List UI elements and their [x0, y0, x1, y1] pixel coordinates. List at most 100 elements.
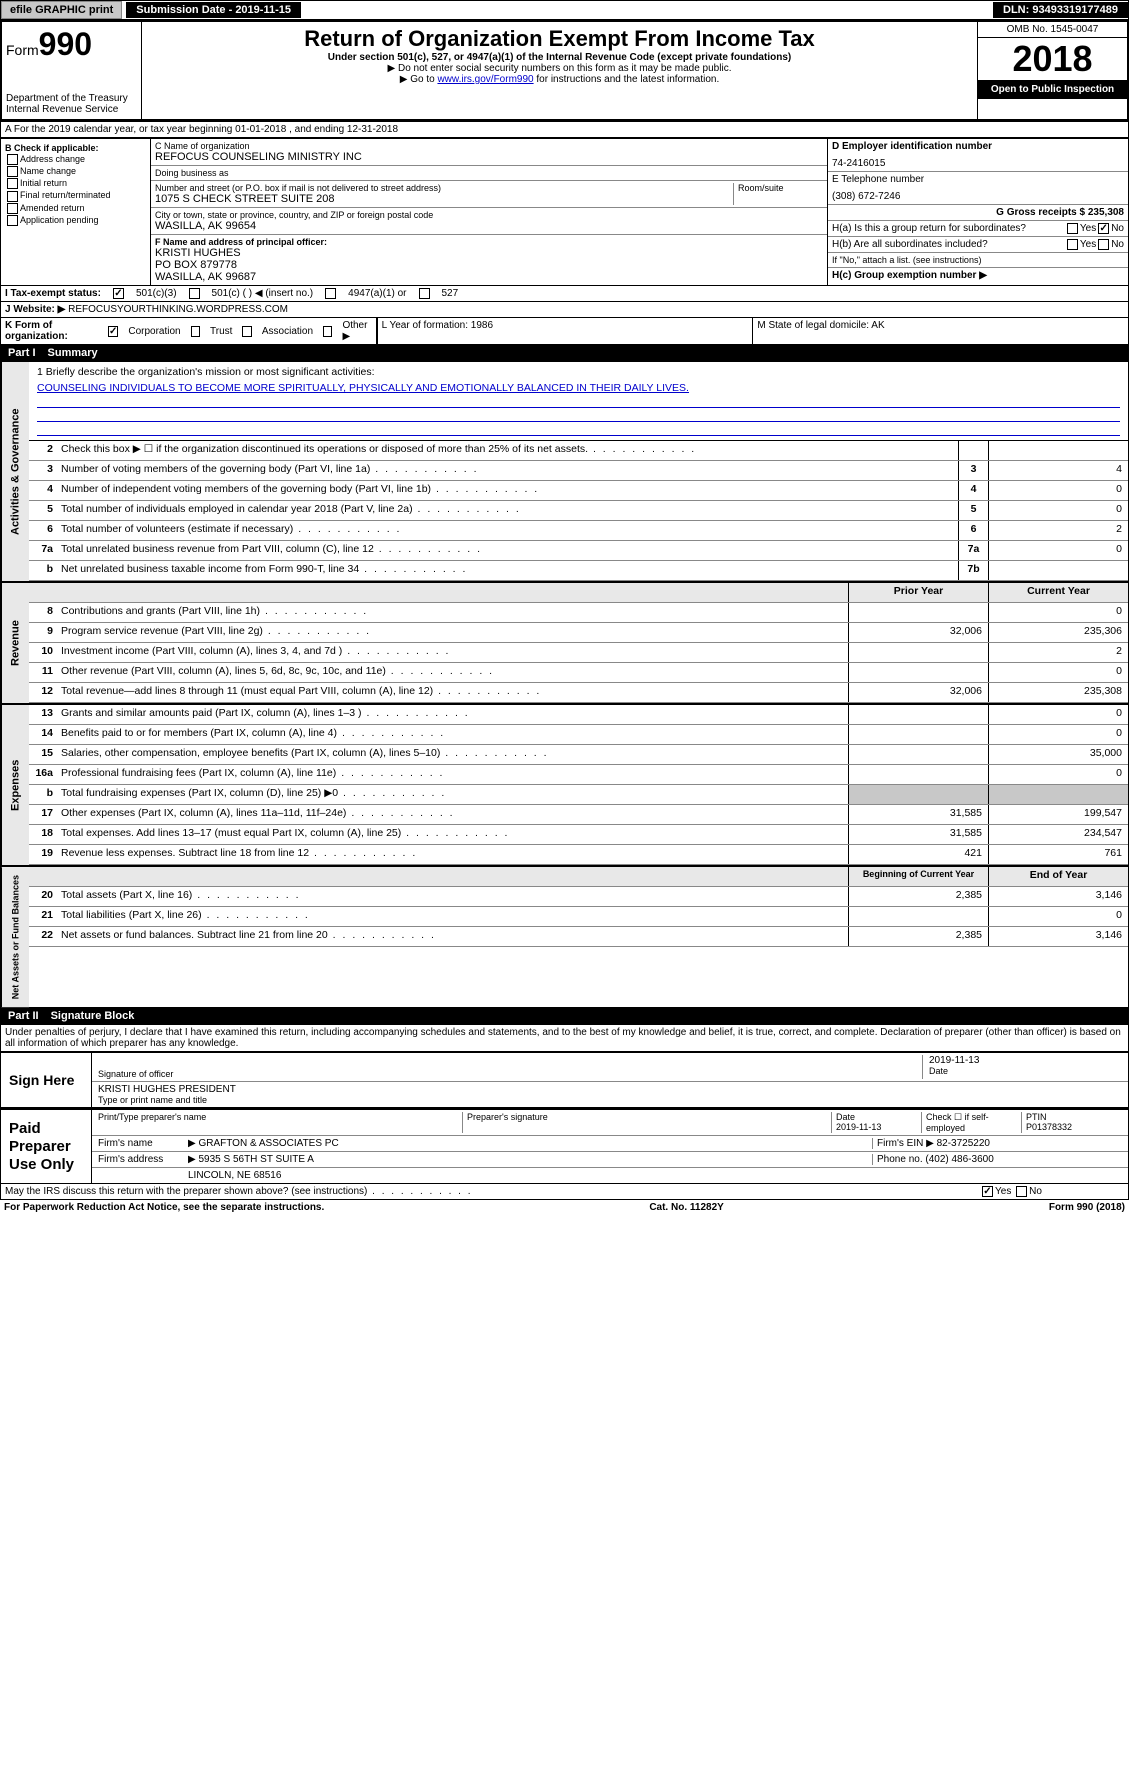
- form-header: Form990 Department of the Treasury Inter…: [0, 20, 1129, 121]
- row-desc: Investment income (Part VIII, column (A)…: [57, 643, 848, 662]
- row-desc: Number of independent voting members of …: [57, 481, 958, 500]
- chk-name[interactable]: Name change: [5, 166, 146, 177]
- row-num: 3: [29, 461, 57, 480]
- chk-corp[interactable]: [108, 326, 118, 337]
- paid-label: Paid Preparer Use Only: [1, 1110, 91, 1183]
- row-num: 6: [29, 521, 57, 540]
- website-val: REFOCUSYOURTHINKING.WORDPRESS.COM: [68, 304, 288, 315]
- row-prior: 421: [848, 845, 988, 864]
- open-public-badge: Open to Public Inspection: [978, 80, 1127, 99]
- opt-4947: 4947(a)(1) or: [348, 288, 406, 299]
- governance-section: Activities & Governance 1 Briefly descri…: [0, 361, 1129, 582]
- chk-4947[interactable]: [325, 288, 336, 299]
- ha-no-box[interactable]: [1098, 223, 1109, 234]
- form-ref: Form 990 (2018): [1049, 1202, 1125, 1213]
- note2b: for instructions and the latest informat…: [534, 74, 720, 85]
- mission-q: 1 Briefly describe the organization's mi…: [37, 366, 1120, 378]
- chk-other[interactable]: [323, 326, 332, 337]
- paid-h2: Preparer's signature: [463, 1112, 832, 1133]
- expenses-section: Expenses 13 Grants and similar amounts p…: [0, 704, 1129, 866]
- row-desc: Other revenue (Part VIII, column (A), li…: [57, 663, 848, 682]
- dept-label: Department of the Treasury: [6, 93, 137, 104]
- chk-final[interactable]: Final return/terminated: [5, 190, 146, 201]
- row-box: 7a: [958, 541, 988, 560]
- table-row: 19 Revenue less expenses. Subtract line …: [29, 845, 1128, 865]
- dba-cell: Doing business as: [151, 166, 827, 181]
- row-num: 15: [29, 745, 57, 764]
- org-name-label: C Name of organization: [155, 141, 823, 151]
- info-grid: B Check if applicable: Address change Na…: [0, 138, 1129, 286]
- firm-name-row: Firm's name ▶ GRAFTON & ASSOCIATES PC Fi…: [92, 1136, 1128, 1152]
- discuss-no: No: [1029, 1186, 1042, 1197]
- chk-trust[interactable]: [191, 326, 200, 337]
- paid-h1: Print/Type preparer's name: [98, 1112, 463, 1133]
- row-k: K Form of organization: Corporation Trus…: [0, 318, 1129, 345]
- table-row: 13 Grants and similar amounts paid (Part…: [29, 705, 1128, 725]
- row-num: 13: [29, 705, 57, 724]
- opt-501c: 501(c) ( ) ◀ (insert no.): [212, 288, 314, 299]
- addr-label: Number and street (or P.O. box if mail i…: [155, 183, 733, 193]
- row-num: 11: [29, 663, 57, 682]
- sig-name-label: Type or print name and title: [98, 1095, 236, 1105]
- row-desc: Check this box ▶ ☐ if the organization d…: [57, 441, 958, 460]
- table-row: 12 Total revenue—add lines 8 through 11 …: [29, 683, 1128, 703]
- chk-pending[interactable]: Application pending: [5, 215, 146, 226]
- irs-link[interactable]: www.irs.gov/Form990: [437, 74, 533, 85]
- current-year-header: Current Year: [988, 583, 1128, 602]
- chk-assoc[interactable]: [242, 326, 251, 337]
- officer-addr1: PO BOX 879778: [155, 259, 823, 271]
- discuss-text: May the IRS discuss this return with the…: [1, 1184, 978, 1199]
- row-desc: Total number of volunteers (estimate if …: [57, 521, 958, 540]
- row-prior: [848, 785, 988, 804]
- hb-yes-box[interactable]: [1067, 239, 1078, 250]
- table-row: 17 Other expenses (Part IX, column (A), …: [29, 805, 1128, 825]
- firm-addr-row: Firm's address ▶ 5935 S 56TH ST SUITE A …: [92, 1152, 1128, 1168]
- row-current: 0: [988, 725, 1128, 744]
- sign-here-label: Sign Here: [1, 1053, 91, 1107]
- row-num: 4: [29, 481, 57, 500]
- row-num: 20: [29, 887, 57, 906]
- chk-amended[interactable]: Amended return: [5, 203, 146, 214]
- table-row: 15 Salaries, other compensation, employe…: [29, 745, 1128, 765]
- hb-no-box[interactable]: [1098, 239, 1109, 250]
- hb-yes: Yes: [1080, 239, 1096, 250]
- row-num: 7a: [29, 541, 57, 560]
- table-row: 4 Number of independent voting members o…: [29, 481, 1128, 501]
- sig-date: 2019-11-13: [929, 1055, 1122, 1066]
- discuss-yes-box[interactable]: [982, 1186, 993, 1197]
- irs-label: Internal Revenue Service: [6, 104, 137, 115]
- firm-addr2: LINCOLN, NE 68516: [188, 1170, 1122, 1181]
- row-box: 6: [958, 521, 988, 540]
- row-prior: 2,385: [848, 887, 988, 906]
- chk-527[interactable]: [419, 288, 430, 299]
- discuss-no-box[interactable]: [1016, 1186, 1027, 1197]
- row-current: 0: [988, 765, 1128, 784]
- chk-address[interactable]: Address change: [5, 154, 146, 165]
- row-prior: [848, 725, 988, 744]
- col-b-title: B Check if applicable:: [5, 143, 146, 153]
- paid-h3: Date: [836, 1112, 917, 1122]
- sig-name-row: KRISTI HUGHES PRESIDENT Type or print na…: [92, 1082, 1128, 1107]
- row-desc: Number of voting members of the governin…: [57, 461, 958, 480]
- row-desc: Other expenses (Part IX, column (A), lin…: [57, 805, 848, 824]
- table-row: 20 Total assets (Part X, line 16) 2,385 …: [29, 887, 1128, 907]
- form-subtitle: Under section 501(c), 527, or 4947(a)(1)…: [146, 52, 973, 63]
- sig-name: KRISTI HUGHES PRESIDENT: [98, 1084, 236, 1095]
- col-right: D Employer identification number 74-2416…: [828, 139, 1128, 285]
- chk-501c3[interactable]: [113, 288, 124, 299]
- hb-label: H(b) Are all subordinates included?: [832, 239, 1065, 250]
- form-note1: ▶ Do not enter social security numbers o…: [146, 63, 973, 74]
- ein-val: 74-2416015: [832, 158, 1124, 169]
- table-row: 11 Other revenue (Part VIII, column (A),…: [29, 663, 1128, 683]
- row-prior: [848, 745, 988, 764]
- chk-initial[interactable]: Initial return: [5, 178, 146, 189]
- firm-addr-label: Firm's address: [98, 1154, 188, 1165]
- row-desc: Total assets (Part X, line 16): [57, 887, 848, 906]
- top-bar: efile GRAPHIC print Submission Date - 20…: [0, 0, 1129, 20]
- row-val: 0: [988, 541, 1128, 560]
- efile-button[interactable]: efile GRAPHIC print: [1, 1, 122, 19]
- note2a: ▶ Go to: [400, 74, 438, 85]
- chk-501c[interactable]: [189, 288, 200, 299]
- ha-yes-box[interactable]: [1067, 223, 1078, 234]
- header-right: OMB No. 1545-0047 2018 Open to Public In…: [977, 22, 1127, 119]
